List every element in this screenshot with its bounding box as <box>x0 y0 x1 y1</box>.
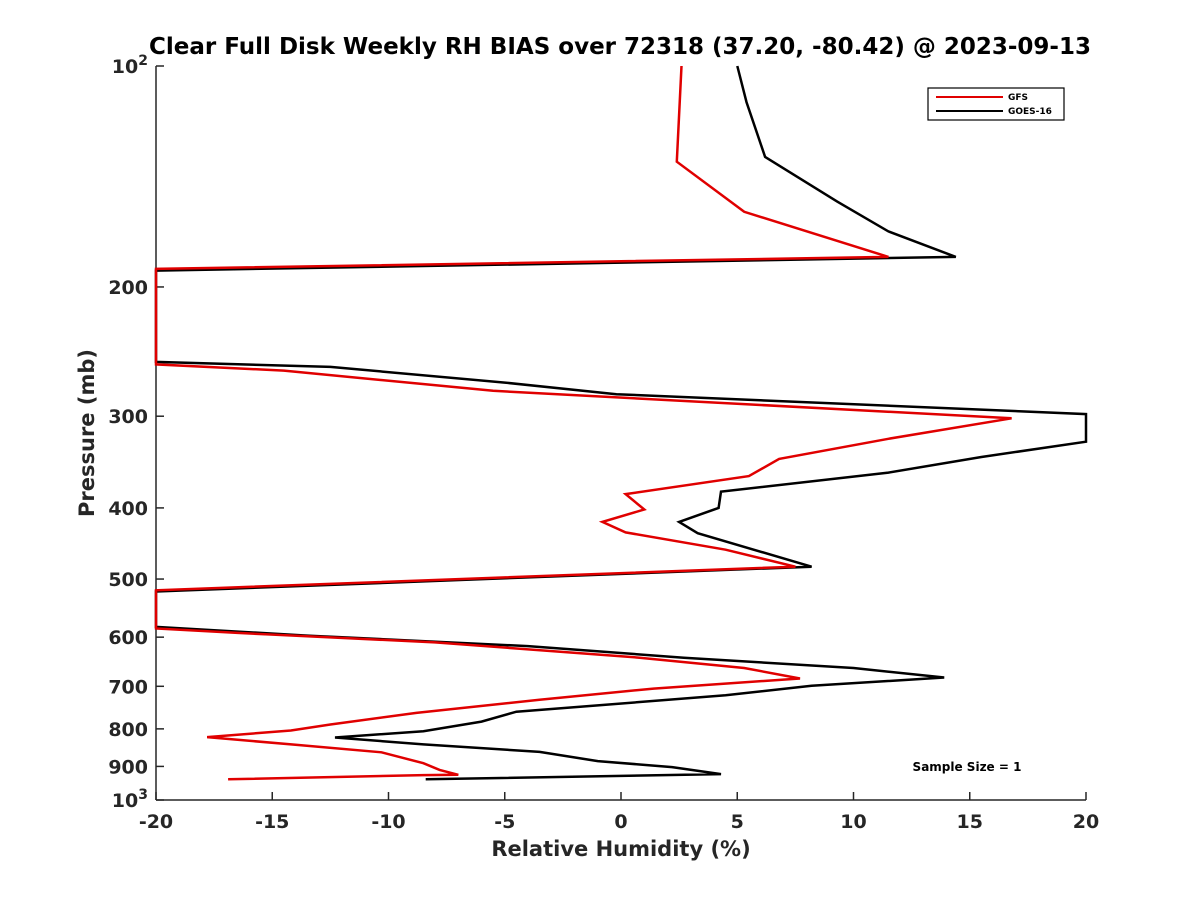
x-axis-ticks: -20 -15 -10 -5 0 5 10 15 20 <box>139 792 1099 833</box>
legend-box <box>927 87 1065 121</box>
y-tick-exponent: 3 <box>138 787 148 803</box>
x-tick-label: 15 <box>957 811 983 833</box>
x-tick-label: 0 <box>614 811 627 833</box>
chart-title: Clear Full Disk Weekly RH BIAS over 7231… <box>149 34 1091 60</box>
y-tick-label: 300 <box>108 406 148 428</box>
y-tick-base: 10 <box>112 56 138 78</box>
y-tick-label: 200 <box>108 277 148 299</box>
sample-size-annotation: Sample Size = 1 <box>913 760 1022 774</box>
y-axis-label: Pressure (mb) <box>75 349 99 517</box>
y-tick-base: 10 <box>112 790 138 812</box>
x-tick-label: -10 <box>371 811 405 833</box>
y-tick-label: 103 <box>112 787 148 812</box>
plot-area: -20 -15 -10 -5 0 5 10 15 20 10220030040050060070… <box>108 53 1099 833</box>
x-tick-label: -15 <box>255 811 289 833</box>
series-layer <box>154 65 1088 781</box>
y-tick-exponent: 2 <box>138 53 148 69</box>
x-tick-label: 10 <box>840 811 866 833</box>
y-tick-label: 500 <box>108 569 148 591</box>
series-line-goes-16 <box>154 65 1088 781</box>
x-axis-label: Relative Humidity (%) <box>491 837 750 861</box>
x-tick-label: -5 <box>494 811 515 833</box>
y-tick-label: 700 <box>108 676 148 698</box>
legend: GFS GOES-16 <box>927 87 1065 121</box>
x-tick-label: -20 <box>139 811 173 833</box>
x-tick-label: 5 <box>731 811 744 833</box>
legend-label-gfs: GFS <box>1008 93 1028 103</box>
y-tick-label: 600 <box>108 627 148 649</box>
y-tick-label: 400 <box>108 498 148 520</box>
legend-label-goes-16: GOES-16 <box>1008 107 1052 117</box>
y-tick-label: 800 <box>108 719 148 741</box>
y-tick-label: 900 <box>108 756 148 778</box>
x-tick-label: 20 <box>1073 811 1099 833</box>
y-tick-label: 102 <box>112 53 148 78</box>
series-line-gfs <box>154 65 1012 781</box>
